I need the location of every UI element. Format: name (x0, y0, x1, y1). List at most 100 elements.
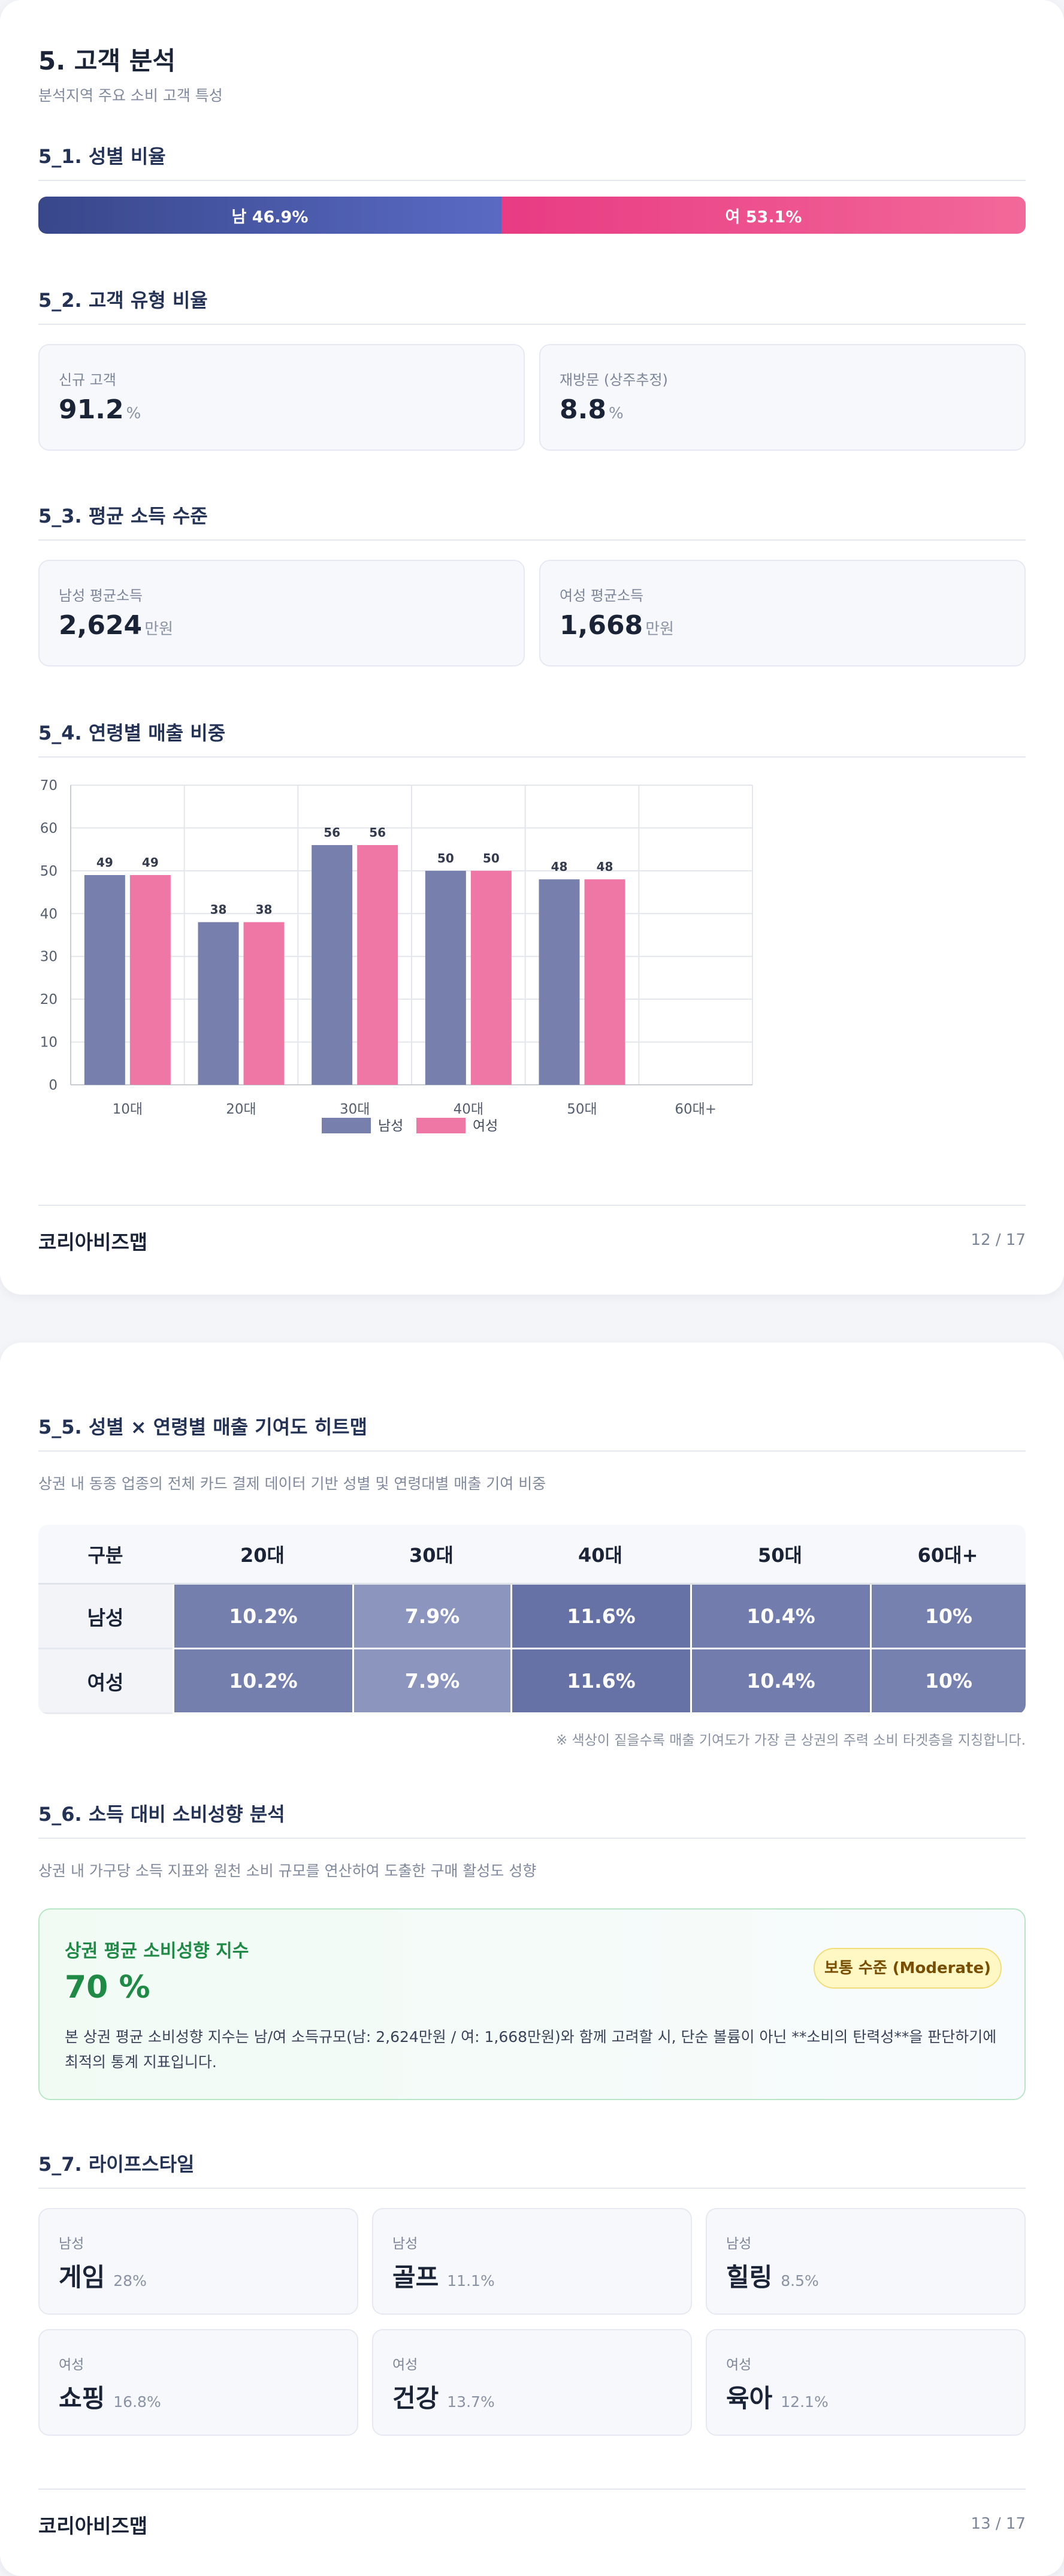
lifestyle-name: 게임 28% (59, 2263, 147, 2292)
male-share-segment: 남 46.9% (38, 197, 501, 234)
heatmap-cell: 10.4% (690, 1649, 870, 1714)
lifestyle-gender: 여성 (726, 2357, 752, 2373)
male-income-card: 남성 평균소득 2,624 만원 (38, 560, 525, 666)
footer-divider (38, 2488, 1026, 2490)
spending-description: 상권 내 가구당 소득 지표와 원천 소비 규모를 연산하여 도출한 구매 활성… (38, 1862, 537, 1880)
heatmap-heading: 5_5. 성별 × 연령별 매출 기여도 히트맵 (38, 1416, 368, 1438)
legend-label: 여성 (473, 1118, 498, 1134)
page-number: 13 / 17 (971, 2515, 1026, 2533)
x-tick-label: 20대 (226, 1102, 256, 1117)
divider (38, 324, 1026, 325)
page-title: 5. 고객 분석 (38, 46, 176, 76)
y-tick-label: 40 (40, 906, 58, 922)
lifestyle-card: 여성 건강 13.7% (372, 2329, 692, 2436)
y-tick-label: 60 (40, 821, 58, 836)
spending-body-text: 본 상권 평균 소비성향 지수는 남/여 소득규모(남: 2,624만원 / 여… (65, 2028, 997, 2071)
lifestyle-card: 여성 육아 12.1% (706, 2329, 1026, 2436)
lifestyle-gender: 남성 (726, 2236, 752, 2252)
bar (470, 870, 512, 1085)
bar (357, 845, 398, 1085)
card-value: 2,624 만원 (59, 610, 174, 641)
page-number: 12 / 17 (971, 1231, 1026, 1249)
y-tick-label: 50 (40, 864, 58, 879)
lifestyle-gender: 여성 (392, 2357, 418, 2373)
legend-swatch (322, 1118, 371, 1133)
level-badge: 보통 수준 (Moderate) (814, 1948, 1002, 1989)
y-tick-label: 20 (40, 992, 58, 1008)
bar-data-label: 48 (597, 859, 613, 874)
bar-data-label: 48 (551, 859, 568, 874)
lifestyle-gender: 여성 (59, 2357, 84, 2373)
heatmap-corner: 구분 (38, 1525, 173, 1585)
heatmap-col-header: 60대+ (870, 1525, 1026, 1585)
bar (539, 879, 580, 1085)
y-tick-label: 70 (40, 778, 58, 794)
income-heading: 5_3. 평균 소득 수준 (38, 505, 208, 527)
y-tick-label: 0 (49, 1078, 58, 1093)
card-label: 남성 평균소득 (59, 587, 143, 604)
heatmap-cell: 11.6% (510, 1585, 690, 1649)
lifestyle-name: 힐링 8.5% (726, 2263, 819, 2292)
bar-data-label: 50 (437, 851, 454, 865)
card-label: 재방문 (상주추정) (560, 372, 668, 388)
x-tick-label: 40대 (454, 1102, 483, 1117)
bar (243, 922, 285, 1085)
heatmap-row-male: 남성 10.2% 7.9% 11.6% 10.4% 10% (38, 1585, 1026, 1649)
footer-divider (38, 1205, 1026, 1206)
divider (38, 2188, 1026, 2189)
heatmap-row-header: 여성 (38, 1649, 173, 1714)
card-value: 8.8% (560, 394, 624, 425)
heatmap-cell: 10.2% (173, 1585, 352, 1649)
x-tick-label: 50대 (567, 1102, 597, 1117)
lifestyle-gender: 남성 (392, 2236, 418, 2252)
card-value: 1,668 만원 (560, 610, 675, 641)
report-page-12: 5. 고객 분석 분석지역 주요 소비 고객 특성 5_1. 성별 비율 남 4… (0, 0, 1064, 1295)
lifestyle-heading: 5_7. 라이프스타일 (38, 2153, 195, 2176)
legend-swatch (416, 1118, 466, 1133)
bar (584, 879, 625, 1085)
age-sales-bar-chart: 0 10 20 30 40 50 60 70 49 49 10대 38 38 20대 56 56 30대 50 50… (40, 778, 753, 1134)
divider (38, 756, 1026, 758)
lifestyle-card: 남성 게임 28% (38, 2208, 358, 2315)
bar (84, 875, 125, 1085)
heatmap-header-row: 구분 20대 30대 40대 50대 60대+ (38, 1525, 1026, 1585)
bar-data-label: 56 (324, 825, 340, 840)
bar-data-label: 49 (96, 855, 113, 870)
lifestyle-card: 남성 힐링 8.5% (706, 2208, 1026, 2315)
heatmap-col-header: 40대 (510, 1525, 690, 1585)
heatmap-row-female: 여성 10.2% 7.9% 11.6% 10.4% 10% (38, 1649, 1026, 1714)
female-share-segment: 여 53.1% (501, 197, 1026, 234)
lifestyle-name: 육아 12.1% (726, 2384, 829, 2413)
spending-index-label: 상권 평균 소비성향 지수 (65, 1941, 249, 1962)
customer-type-heading: 5_2. 고객 유형 비율 (38, 289, 208, 312)
page-subtitle: 분석지역 주요 소비 고객 특성 (38, 87, 223, 104)
report-page-13: 5_5. 성별 × 연령별 매출 기여도 히트맵 상권 내 동종 업종의 전체 … (0, 1343, 1064, 2576)
divider (38, 1838, 1026, 1839)
gender-age-heatmap: 구분 20대 30대 40대 50대 60대+ 남성 10.2% 7.9% 11… (38, 1525, 1026, 1714)
lifestyle-card: 남성 골프 11.1% (372, 2208, 692, 2315)
divider (38, 539, 1026, 541)
legend-label: 남성 (378, 1118, 403, 1134)
footer-brand: 코리아비즈맵 (38, 1230, 148, 1254)
lifestyle-gender: 남성 (59, 2236, 84, 2252)
heatmap-cell: 7.9% (352, 1585, 510, 1649)
bar-data-label: 38 (256, 903, 273, 917)
heatmap-cell: 10% (870, 1649, 1026, 1714)
bar-data-label: 56 (369, 825, 386, 840)
spending-heading: 5_6. 소득 대비 소비성향 분석 (38, 1803, 285, 1826)
heatmap-cell: 10.2% (173, 1649, 352, 1714)
heatmap-cell: 11.6% (510, 1649, 690, 1714)
card-label: 여성 평균소득 (560, 587, 644, 604)
heatmap-col-header: 50대 (690, 1525, 870, 1585)
x-tick-label: 10대 (113, 1102, 143, 1117)
x-tick-label: 60대+ (675, 1102, 717, 1117)
returning-customer-card: 재방문 (상주추정) 8.8% (539, 344, 1026, 451)
heatmap-cell: 10% (870, 1585, 1026, 1649)
lifestyle-name: 건강 13.7% (392, 2384, 495, 2413)
gender-ratio-heading: 5_1. 성별 비율 (38, 145, 166, 168)
bar (312, 845, 353, 1085)
footer-brand: 코리아비즈맵 (38, 2514, 148, 2538)
heatmap-description: 상권 내 동종 업종의 전체 카드 결제 데이터 기반 성별 및 연령대별 매출… (38, 1475, 546, 1492)
gender-ratio-bar: 남 46.9% 여 53.1% (38, 197, 1026, 234)
heatmap-cell: 10.4% (690, 1585, 870, 1649)
